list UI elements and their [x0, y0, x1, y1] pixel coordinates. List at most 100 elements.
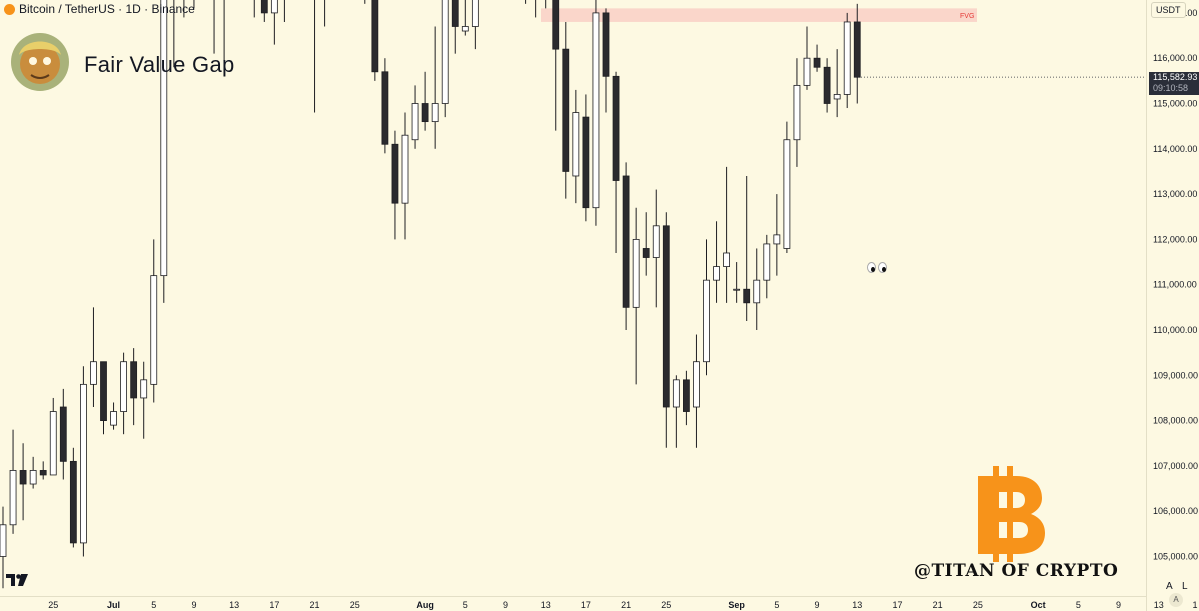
candle-body	[9, 470, 17, 526]
x-tick-label: 13	[1154, 600, 1164, 610]
auto-scale-button[interactable]: A	[1166, 581, 1173, 592]
candle	[49, 397, 57, 476]
bitcoin-coin-icon	[4, 3, 15, 15]
candle	[622, 162, 630, 330]
currency-button[interactable]: USDT	[1151, 2, 1186, 18]
candle-body	[39, 470, 47, 476]
y-tick-label: 110,000.00	[1153, 325, 1197, 335]
candle	[80, 366, 87, 557]
candle	[843, 12, 851, 109]
x-tick-label: 9	[815, 600, 820, 610]
candle-body	[391, 143, 399, 204]
candle-body	[733, 288, 741, 291]
chart-headline: Fair Value Gap	[84, 52, 235, 77]
candle-body	[59, 406, 67, 462]
candle-body	[110, 411, 117, 426]
candle-body	[672, 379, 680, 408]
candle	[160, 0, 168, 303]
y-tick-label: 113,000.00	[1153, 189, 1197, 199]
candle	[783, 121, 791, 253]
candle-body	[582, 116, 590, 209]
candle	[853, 3, 861, 104]
candle	[431, 26, 439, 149]
candle	[562, 21, 570, 199]
candle	[29, 456, 37, 489]
symbol-header[interactable]: Bitcoin / TetherUS · 1D · Binance	[4, 2, 195, 16]
candle-body	[823, 66, 831, 104]
candle-body	[130, 361, 138, 399]
candle-body	[713, 266, 720, 281]
candle	[9, 429, 17, 534]
candle-body	[100, 361, 107, 421]
x-tick-label: 17	[269, 600, 279, 610]
watermark-text: @TITAN OF CRYPTO	[914, 561, 1119, 581]
candle	[703, 239, 710, 376]
y-tick-label: 106,000.00	[1153, 506, 1198, 516]
y-tick-label: 116,000.00	[1153, 53, 1197, 63]
candle-body	[622, 175, 630, 308]
eyes-icon	[867, 262, 887, 273]
symbol-title: Bitcoin / TetherUS · 1D · Binance	[19, 2, 195, 16]
fvg-zone	[541, 8, 977, 22]
candle-body	[562, 48, 570, 172]
candle	[693, 334, 700, 448]
candle	[833, 49, 841, 118]
candle	[253, 0, 255, 18]
candle-body	[90, 361, 97, 385]
scale-settings-button[interactable]: A	[1169, 593, 1183, 607]
candle	[223, 0, 225, 68]
tradingview-logo-icon[interactable]	[6, 573, 28, 591]
candle-body	[120, 361, 127, 412]
candle	[763, 234, 771, 299]
candle	[642, 212, 650, 276]
x-tick-label: 21	[621, 600, 631, 610]
x-tick-label: 9	[191, 600, 196, 610]
candle-body	[652, 225, 660, 258]
bitcoin-logo-icon	[978, 466, 1045, 562]
candle-body	[572, 112, 580, 177]
x-tick-label: 17	[892, 600, 902, 610]
last-price-value: 115,582.93	[1153, 72, 1198, 83]
candle	[582, 94, 590, 222]
x-tick-label: 9	[1116, 600, 1121, 610]
candle-body	[461, 26, 469, 32]
candle	[823, 58, 831, 113]
candle	[391, 130, 399, 240]
candle-body	[552, 0, 560, 50]
last-price-tag: 115,582.93 09:10:58	[1149, 72, 1199, 96]
candle-body	[441, 0, 449, 104]
candle-body	[49, 411, 57, 476]
y-tick-label: 112,000.00	[1153, 234, 1197, 244]
candle-body	[270, 0, 278, 14]
candle	[173, 0, 175, 68]
x-tick-label: 13	[852, 600, 862, 610]
y-tick-label: 114,000.00	[1153, 144, 1197, 154]
candle	[59, 388, 67, 480]
x-tick-label: Oct	[1031, 600, 1046, 610]
x-tick-label: 25	[350, 600, 360, 610]
candle-body	[471, 0, 479, 27]
candle	[324, 0, 326, 27]
y-tick-label: 107,000.00	[1153, 461, 1198, 471]
log-scale-button[interactable]: L	[1182, 581, 1188, 592]
candle-body	[773, 234, 781, 245]
candle-body	[632, 238, 640, 308]
candle-body	[0, 524, 7, 557]
candle	[421, 71, 429, 131]
candle	[713, 221, 720, 303]
candle-body	[793, 84, 801, 141]
x-tick-label: Aug	[416, 600, 434, 610]
candle-body	[401, 134, 409, 204]
candle	[260, 0, 268, 22]
candle	[793, 58, 801, 167]
candle-body	[683, 379, 690, 412]
candle	[0, 506, 7, 589]
candle	[652, 189, 660, 308]
candle-body	[783, 139, 791, 249]
candle	[632, 207, 640, 385]
candle	[572, 89, 580, 204]
x-tick-label: 5	[151, 600, 156, 610]
candle-body	[803, 57, 811, 86]
candle	[813, 44, 821, 72]
